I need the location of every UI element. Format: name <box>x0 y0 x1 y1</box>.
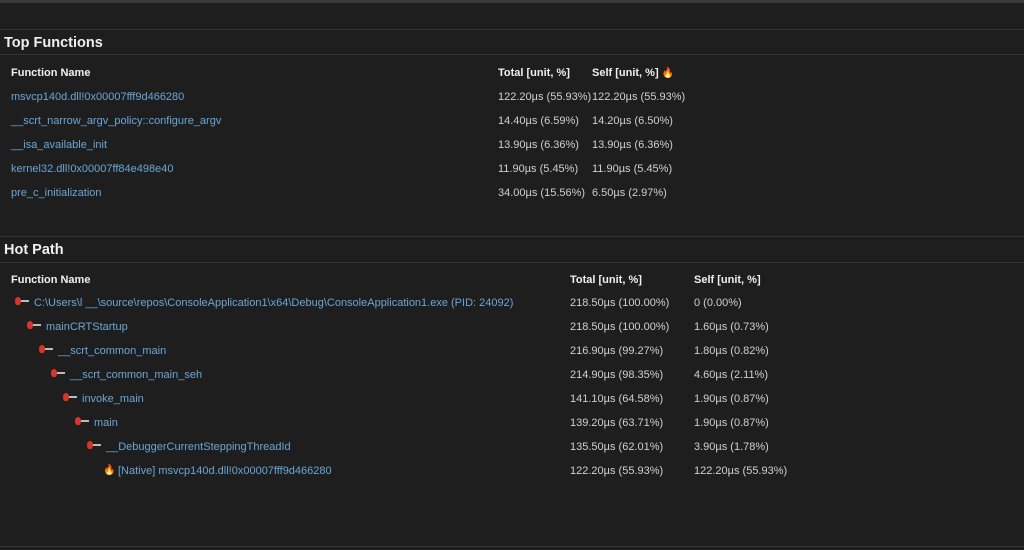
function-name-link[interactable]: kernel32.dll!0x00007ff84e498e40 <box>11 163 174 175</box>
table-row[interactable]: pre_c_initialization 34.00µs (15.56%) 6.… <box>0 187 1024 207</box>
function-name-link[interactable]: __scrt_narrow_argv_policy::configure_arg… <box>11 115 222 127</box>
col-self[interactable]: Self [unit, %] 🔥 <box>592 67 674 79</box>
divider <box>0 262 1024 263</box>
top-border <box>0 0 1024 3</box>
total-value: 14.40µs (6.59%) <box>498 115 579 127</box>
self-value: 11.90µs (5.45%) <box>592 163 673 175</box>
function-name-link[interactable]: C:\Users\l __\source\repos\ConsoleApplic… <box>34 297 514 309</box>
tree-row[interactable]: mainCRTStartup 218.50µs (100.00%) 1.60µs… <box>0 321 1024 341</box>
self-value: 1.90µs (0.87%) <box>694 393 769 405</box>
self-value: 122.20µs (55.93%) <box>592 91 686 103</box>
col-function-name[interactable]: Function Name <box>11 274 91 286</box>
tree-row[interactable]: __scrt_common_main_seh 214.90µs (98.35%)… <box>0 369 1024 389</box>
hot-path-icon <box>39 345 55 357</box>
function-name-link[interactable]: pre_c_initialization <box>11 187 102 199</box>
function-name-link[interactable]: __scrt_common_main <box>58 345 167 357</box>
total-value: 11.90µs (5.45%) <box>498 163 579 175</box>
tree-row[interactable]: __scrt_common_main 216.90µs (99.27%) 1.8… <box>0 345 1024 365</box>
hot-path-icon <box>27 321 43 333</box>
table-row[interactable]: msvcp140d.dll!0x00007fff9d466280 122.20µ… <box>0 91 1024 111</box>
self-value: 1.60µs (0.73%) <box>694 321 769 333</box>
table-row[interactable]: kernel32.dll!0x00007ff84e498e40 11.90µs … <box>0 163 1024 183</box>
tree-row[interactable]: C:\Users\l __\source\repos\ConsoleApplic… <box>0 297 1024 317</box>
self-value: 0 (0.00%) <box>694 297 742 309</box>
divider <box>0 29 1024 30</box>
self-value: 3.90µs (1.78%) <box>694 441 769 453</box>
divider <box>0 236 1024 237</box>
hot-path-icon <box>63 393 79 405</box>
flame-icon: 🔥 <box>103 465 116 476</box>
function-name-link[interactable]: __DebuggerCurrentSteppingThreadId <box>106 441 291 453</box>
total-value: 141.10µs (64.58%) <box>570 393 664 405</box>
tree-row[interactable]: 🔥 [Native] msvcp140d.dll!0x00007fff9d4662… <box>0 465 1024 485</box>
table-row[interactable]: __scrt_narrow_argv_policy::configure_arg… <box>0 115 1024 135</box>
col-self[interactable]: Self [unit, %] <box>694 274 761 286</box>
self-value: 13.90µs (6.36%) <box>592 139 673 151</box>
self-value: 1.80µs (0.82%) <box>694 345 769 357</box>
self-value: 122.20µs (55.93%) <box>694 465 788 477</box>
total-value: 34.00µs (15.56%) <box>498 187 586 199</box>
hot-path-icon <box>75 417 91 429</box>
top-functions-title: Top Functions <box>4 35 103 51</box>
bottom-divider <box>0 546 1024 547</box>
tree-row[interactable]: invoke_main 141.10µs (64.58%) 1.90µs (0.… <box>0 393 1024 413</box>
total-value: 139.20µs (63.71%) <box>570 417 664 429</box>
col-function-name[interactable]: Function Name <box>11 67 91 79</box>
function-name-link[interactable]: mainCRTStartup <box>46 321 128 333</box>
function-name-link[interactable]: __isa_available_init <box>11 139 108 151</box>
function-name-link[interactable]: [Native] msvcp140d.dll!0x00007fff9d46628… <box>118 465 332 477</box>
self-value: 6.50µs (2.97%) <box>592 187 667 199</box>
total-value: 13.90µs (6.36%) <box>498 139 579 151</box>
total-value: 122.20µs (55.93%) <box>498 91 592 103</box>
function-name-link[interactable]: msvcp140d.dll!0x00007fff9d466280 <box>11 91 185 103</box>
col-self-label: Self [unit, %] <box>592 67 659 79</box>
total-value: 135.50µs (62.01%) <box>570 441 664 453</box>
function-name-link[interactable]: main <box>94 417 118 429</box>
function-name-link[interactable]: invoke_main <box>82 393 144 405</box>
function-name-link[interactable]: __scrt_common_main_seh <box>70 369 203 381</box>
hot-path-icon <box>51 369 67 381</box>
col-total[interactable]: Total [unit, %] <box>570 274 642 286</box>
tree-row[interactable]: __DebuggerCurrentSteppingThreadId 135.50… <box>0 441 1024 461</box>
self-value: 14.20µs (6.50%) <box>592 115 673 127</box>
col-total[interactable]: Total [unit, %] <box>498 67 570 79</box>
total-value: 218.50µs (100.00%) <box>570 321 670 333</box>
hot-path-title: Hot Path <box>4 242 64 258</box>
tree-row[interactable]: main 139.20µs (63.71%) 1.90µs (0.87%) <box>0 417 1024 437</box>
table-row[interactable]: __isa_available_init 13.90µs (6.36%) 13.… <box>0 139 1024 159</box>
self-value: 4.60µs (2.11%) <box>694 369 769 381</box>
self-value: 1.90µs (0.87%) <box>694 417 769 429</box>
divider <box>0 54 1024 55</box>
total-value: 122.20µs (55.93%) <box>570 465 664 477</box>
total-value: 216.90µs (99.27%) <box>570 345 664 357</box>
flame-icon: 🔥 <box>661 68 675 79</box>
hot-path-icon <box>87 441 103 453</box>
hot-path-icon <box>15 297 31 309</box>
total-value: 214.90µs (98.35%) <box>570 369 664 381</box>
total-value: 218.50µs (100.00%) <box>570 297 670 309</box>
